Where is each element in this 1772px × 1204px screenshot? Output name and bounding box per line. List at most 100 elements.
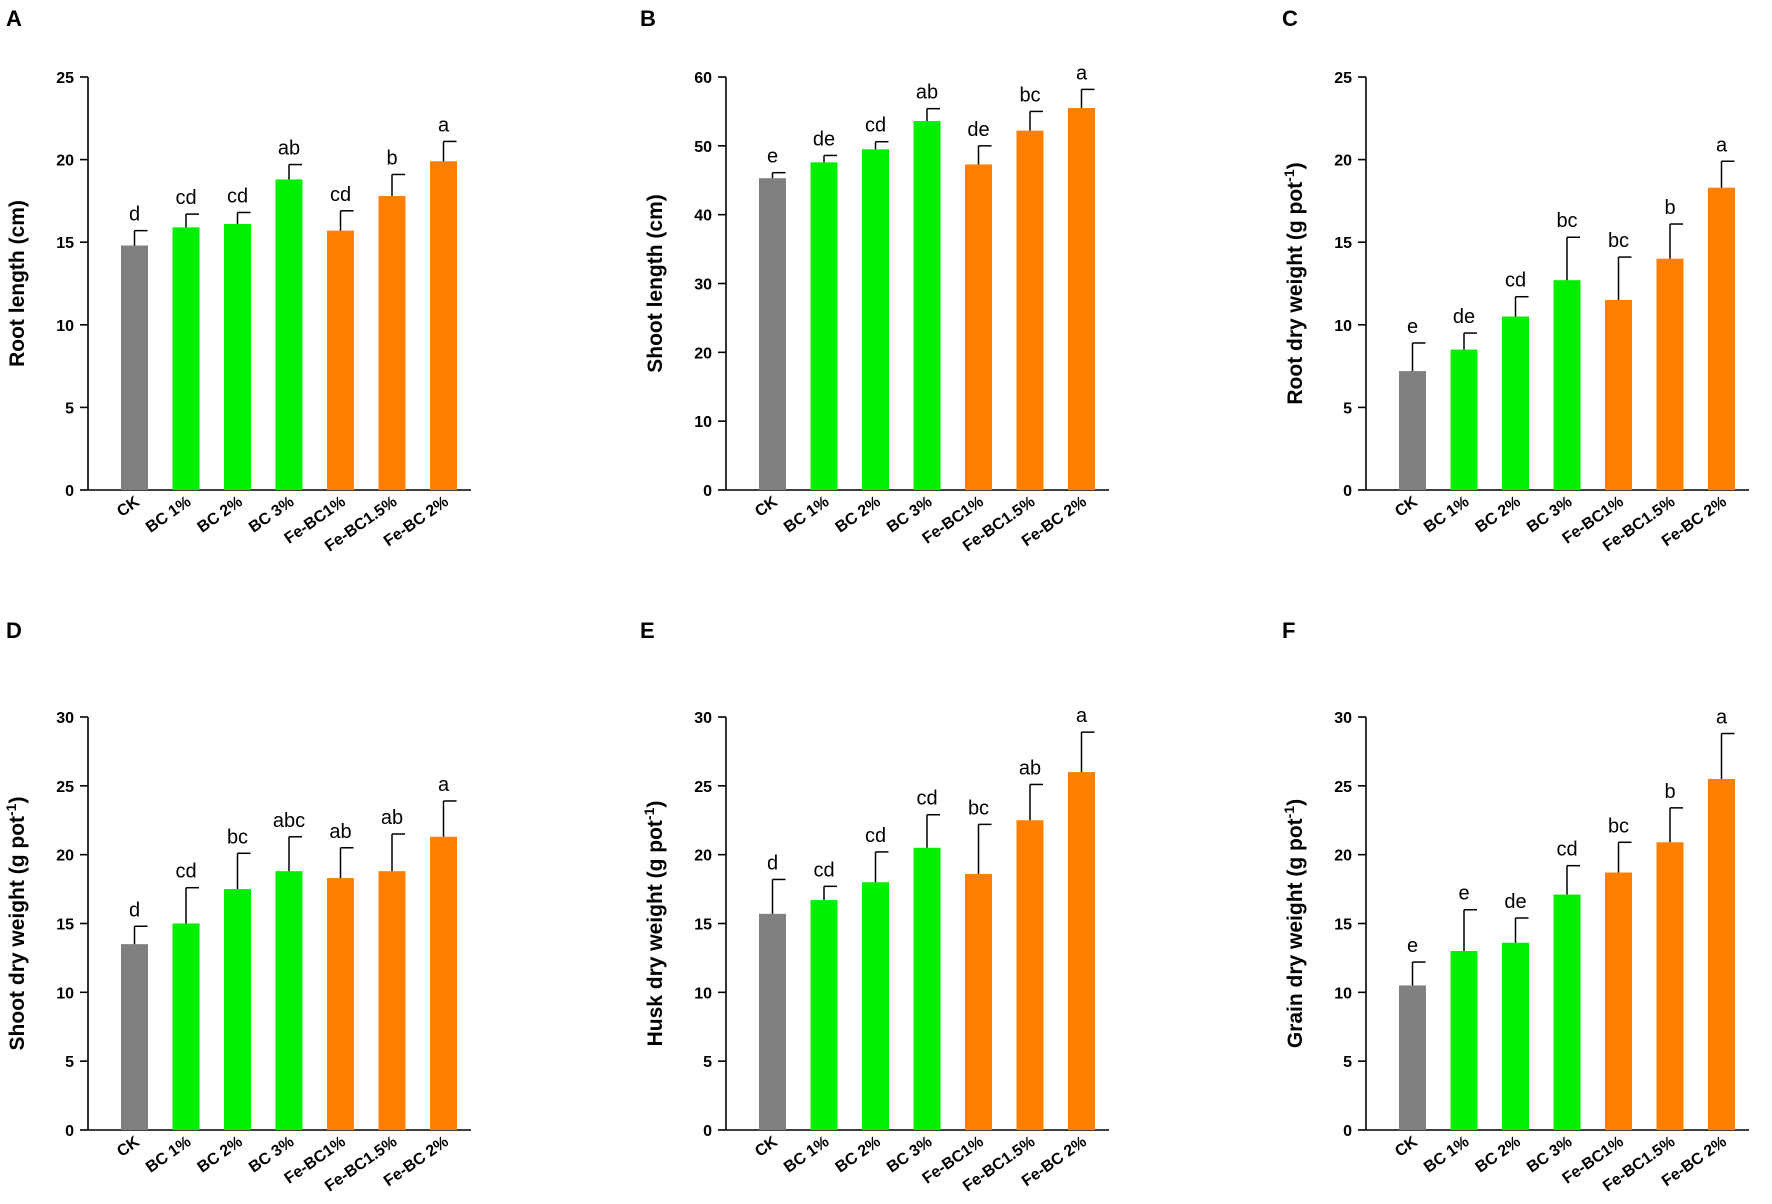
category-label: BC 1% (1421, 493, 1472, 536)
category-label: BC 2% (195, 493, 246, 536)
significance-label: b (1664, 781, 1675, 803)
bar-6 (1016, 130, 1044, 490)
y-tick-label: 10 (56, 985, 74, 1002)
y-axis-label: Root length (cm) (6, 200, 29, 367)
category-label: CK (1392, 1133, 1421, 1160)
category-label: BC 1% (781, 493, 832, 536)
category-label: CK (114, 1133, 143, 1160)
category-label: CK (752, 493, 781, 520)
y-tick-label: 25 (1334, 70, 1352, 87)
y-tick-label: 0 (1343, 483, 1352, 500)
bar-5 (1605, 300, 1632, 490)
y-tick-label: 20 (56, 848, 74, 865)
significance-label: cd (1556, 839, 1577, 861)
y-tick-label: 5 (703, 1054, 712, 1071)
significance-label: ab (278, 138, 300, 160)
y-tick-label: 25 (694, 779, 712, 796)
bar-5 (965, 873, 992, 1130)
bar-2 (810, 900, 838, 1130)
significance-label: cd (330, 184, 351, 206)
y-tick-label: 15 (1334, 235, 1352, 252)
y-tick-label: 0 (703, 483, 712, 500)
bar-2 (172, 923, 200, 1130)
bar-7 (430, 836, 457, 1130)
significance-label: ab (329, 821, 351, 843)
y-tick-label: 20 (56, 153, 74, 170)
panel-letter: B (640, 6, 656, 31)
y-tick-label: 30 (56, 710, 74, 727)
significance-label: cd (175, 861, 196, 883)
significance-label: bc (968, 797, 989, 819)
y-tick-label: 0 (65, 483, 74, 500)
significance-label: cd (865, 825, 886, 847)
y-tick-label: 15 (56, 235, 74, 252)
y-tick-label: 25 (1334, 779, 1352, 796)
significance-label: de (967, 119, 989, 141)
bar-7 (430, 161, 457, 490)
significance-label: cd (175, 187, 196, 209)
bar-7 (1708, 778, 1735, 1130)
y-tick-label: 15 (694, 917, 712, 934)
bar-6 (378, 871, 406, 1130)
category-label: BC 2% (1473, 493, 1524, 536)
significance-label: a (1076, 62, 1088, 84)
y-tick-label: 5 (1343, 1054, 1352, 1071)
bar-1 (121, 944, 148, 1130)
bar-4 (1553, 280, 1581, 490)
bar-7 (1708, 187, 1735, 490)
panel-letter: E (640, 618, 655, 643)
significance-label: bc (1608, 230, 1629, 252)
category-label: BC 2% (833, 493, 884, 536)
significance-label: de (1504, 891, 1526, 913)
bar-3 (862, 882, 889, 1130)
significance-label: cd (813, 859, 834, 881)
y-tick-label: 50 (694, 139, 712, 156)
y-tick-label: 20 (694, 848, 712, 865)
y-tick-label: 15 (1334, 917, 1352, 934)
y-tick-label: 0 (65, 1123, 74, 1140)
category-label: BC 2% (1473, 1133, 1524, 1176)
y-axis-label: Root dry weight (g pot-1) (1281, 162, 1307, 404)
y-axis-label: Shoot length (cm) (644, 194, 667, 372)
bar-3 (224, 889, 251, 1130)
bar-5 (965, 164, 992, 490)
y-tick-label: 10 (56, 318, 74, 335)
y-tick-label: 10 (694, 414, 712, 431)
significance-label: cd (1505, 270, 1526, 292)
bar-1 (1399, 371, 1426, 490)
panel-d: D Shoot dry weight (g pot-1) 0 5 10 15 20 25 30 d… (3, 618, 471, 1195)
bar-2 (172, 227, 200, 490)
significance-label: bc (1608, 815, 1629, 837)
significance-label: ab (381, 807, 403, 829)
significance-label: d (129, 204, 140, 226)
category-label: CK (752, 1133, 781, 1160)
significance-label: b (1664, 197, 1675, 219)
bar-1 (1399, 985, 1426, 1130)
bar-6 (1656, 258, 1684, 490)
panel-letter: D (6, 618, 22, 643)
panel-e: E Husk dry weight (g pot-1) 0 5 10 15 20 25 30 d C… (640, 618, 1109, 1195)
y-tick-label: 40 (694, 208, 712, 225)
y-tick-label: 10 (1334, 318, 1352, 335)
significance-label: abc (273, 810, 305, 832)
significance-label: d (767, 852, 778, 874)
significance-label: e (1458, 883, 1469, 905)
bar-6 (378, 195, 406, 490)
bar-3 (1502, 316, 1529, 490)
bar-2 (1450, 349, 1478, 490)
bar-3 (1502, 942, 1529, 1130)
bar-5 (327, 878, 354, 1130)
bar-1 (759, 178, 786, 490)
y-tick-label: 0 (703, 1123, 712, 1140)
significance-label: a (1716, 134, 1728, 156)
significance-label: cd (916, 788, 937, 810)
bar-5 (327, 230, 354, 491)
y-tick-label: 20 (1334, 153, 1352, 170)
bar-4 (913, 121, 941, 490)
bar-1 (759, 913, 786, 1130)
y-tick-label: 15 (56, 917, 74, 934)
y-tick-label: 0 (1343, 1123, 1352, 1140)
significance-label: a (438, 114, 450, 136)
y-tick-label: 30 (694, 277, 712, 294)
